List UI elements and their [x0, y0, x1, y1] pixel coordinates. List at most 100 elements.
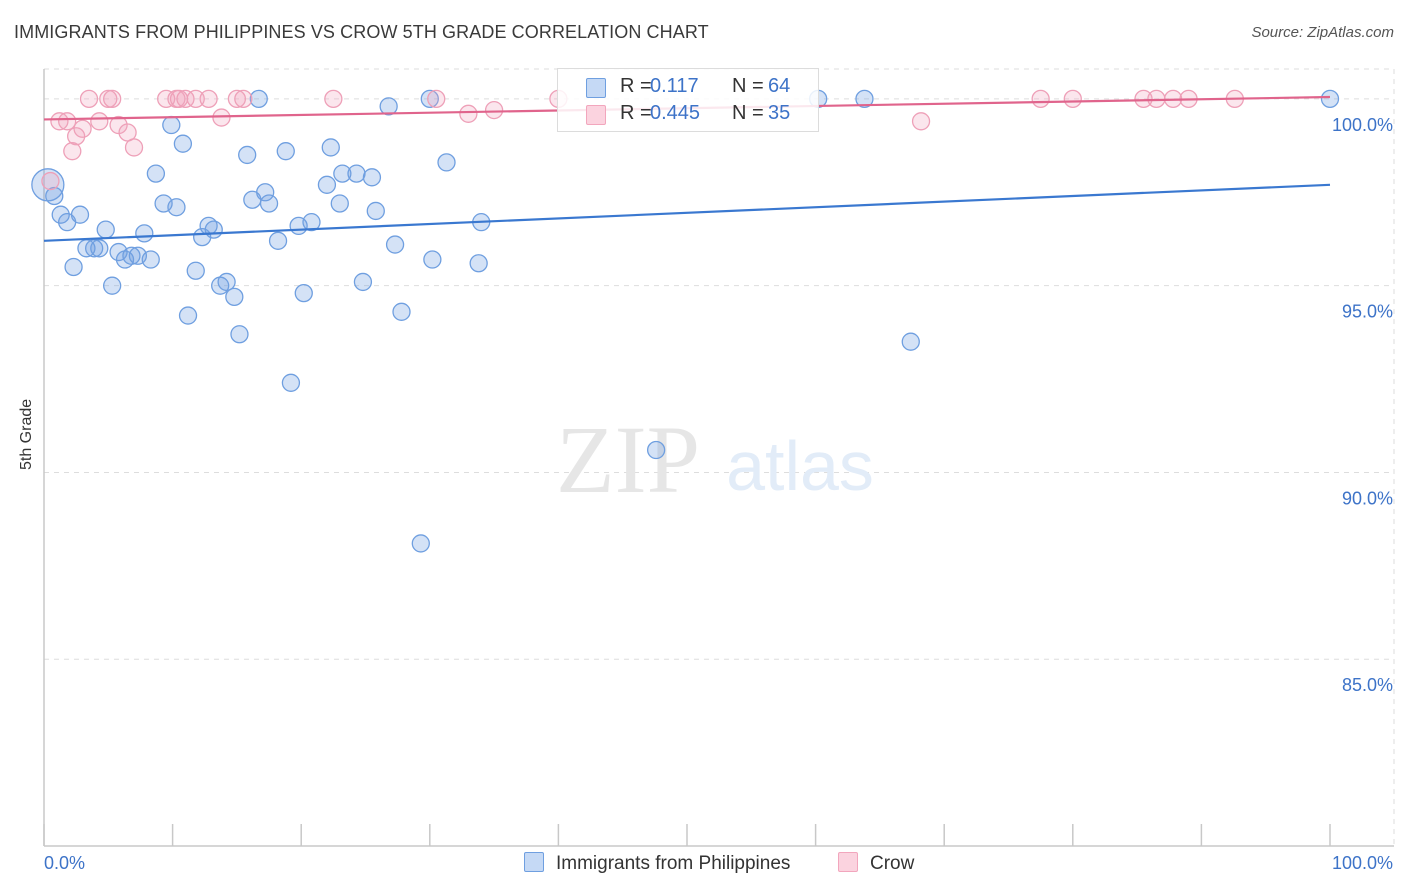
legend-n-label: N = [732, 75, 764, 97]
point-philippines [411, 534, 430, 553]
point-crow [459, 104, 478, 123]
trend-line-philippines [43, 183, 1331, 242]
legend-n-value: 35 [768, 102, 791, 124]
point-philippines [321, 138, 340, 157]
legend-r-value: 0.117 [650, 75, 699, 97]
point-philippines [423, 250, 442, 269]
legend-swatch-blue [586, 78, 606, 98]
legend-swatch-blue [524, 852, 544, 872]
point-philippines [217, 272, 236, 292]
series-crow [41, 89, 1244, 191]
point-philippines [249, 89, 268, 109]
point-crow [90, 112, 109, 131]
point-philippines [173, 134, 193, 153]
point-crow [212, 108, 231, 127]
point-philippines [70, 205, 90, 224]
legend-item-crow[interactable]: Crow [838, 852, 914, 876]
point-crow [484, 100, 504, 120]
tick-labels: 85.0% 90.0% 95.0% 100.0% 0.0% 100.0% [44, 115, 1393, 873]
point-philippines [186, 261, 205, 280]
point-philippines [64, 257, 83, 277]
point-philippines [146, 164, 166, 183]
point-philippines [259, 194, 279, 213]
series-philippines [31, 89, 1340, 553]
legend-swatch-pink [838, 852, 858, 872]
point-philippines [238, 145, 257, 165]
point-philippines [103, 276, 122, 295]
y-tick-label: 90.0% [1342, 488, 1393, 508]
point-crow [324, 89, 343, 109]
point-crow [41, 171, 60, 191]
point-crow [67, 127, 86, 146]
point-philippines [135, 224, 154, 243]
point-crow [199, 89, 218, 109]
point-philippines [204, 220, 223, 239]
point-philippines [167, 198, 186, 217]
point-philippines [85, 239, 104, 258]
y-axis-label: 5th Grade [18, 398, 35, 470]
point-philippines [420, 89, 439, 109]
point-philippines [302, 213, 321, 232]
point-philippines [225, 287, 244, 307]
point-philippines [276, 142, 295, 161]
point-philippines [268, 231, 288, 250]
y-tick-label: 95.0% [1342, 302, 1393, 322]
point-philippines [90, 239, 109, 258]
point-philippines [317, 175, 337, 194]
legend-swatch-pink [586, 105, 606, 125]
y-tick-label: 85.0% [1342, 675, 1393, 695]
data-points [31, 89, 1340, 553]
stats-legend: R = 0.117 N = 64 R = 0.445 N = 35 [557, 68, 819, 132]
legend-n-label: N = [732, 102, 764, 124]
point-philippines [256, 183, 275, 202]
point-philippines [294, 283, 313, 303]
point-philippines [1320, 89, 1340, 109]
point-philippines [353, 272, 373, 292]
point-philippines [855, 89, 874, 109]
y-tick-label: 100.0% [1332, 115, 1393, 135]
legend-label-philippines: Immigrants from Philippines [556, 853, 791, 874]
point-philippines [333, 164, 352, 183]
point-crow [176, 89, 195, 109]
point-crow [73, 119, 92, 138]
point-philippines [347, 164, 366, 183]
point-crow [1031, 89, 1050, 109]
point-crow [234, 89, 253, 109]
point-philippines [122, 246, 141, 265]
legend-r-label: R = [620, 102, 652, 124]
point-philippines [366, 201, 385, 221]
gridlines [44, 68, 1395, 846]
point-philippines [45, 186, 64, 206]
point-crow [1134, 89, 1153, 109]
point-philippines [469, 254, 488, 273]
point-crow [50, 112, 69, 131]
point-crow [186, 89, 205, 109]
legend-label-crow: Crow [870, 853, 915, 874]
watermark: ZIP atlas [556, 406, 874, 513]
point-crow [427, 89, 446, 109]
point-philippines [162, 115, 181, 135]
point-crow [1063, 89, 1082, 109]
point-crow [103, 89, 122, 109]
point-crow [79, 89, 99, 109]
source-credit: Source: ZipAtlas.com [1251, 24, 1394, 41]
legend-item-philippines[interactable]: Immigrants from Philippines [524, 852, 790, 876]
point-philippines [437, 153, 456, 172]
point-crow [124, 138, 144, 157]
watermark-atlas: atlas [726, 427, 874, 505]
point-crow [157, 89, 176, 109]
point-philippines [646, 440, 666, 460]
point-philippines [178, 306, 198, 325]
watermark-zip: ZIP [556, 406, 700, 513]
point-philippines [385, 235, 405, 254]
x-tick-label-max: 100.0% [1332, 853, 1393, 873]
point-crow [99, 89, 118, 109]
point-crow [227, 89, 247, 109]
point-crow [57, 112, 77, 131]
point-philippines [96, 220, 115, 239]
point-philippines [230, 325, 249, 344]
point-philippines [379, 97, 398, 116]
point-philippines [392, 302, 411, 321]
point-crow [63, 142, 82, 161]
